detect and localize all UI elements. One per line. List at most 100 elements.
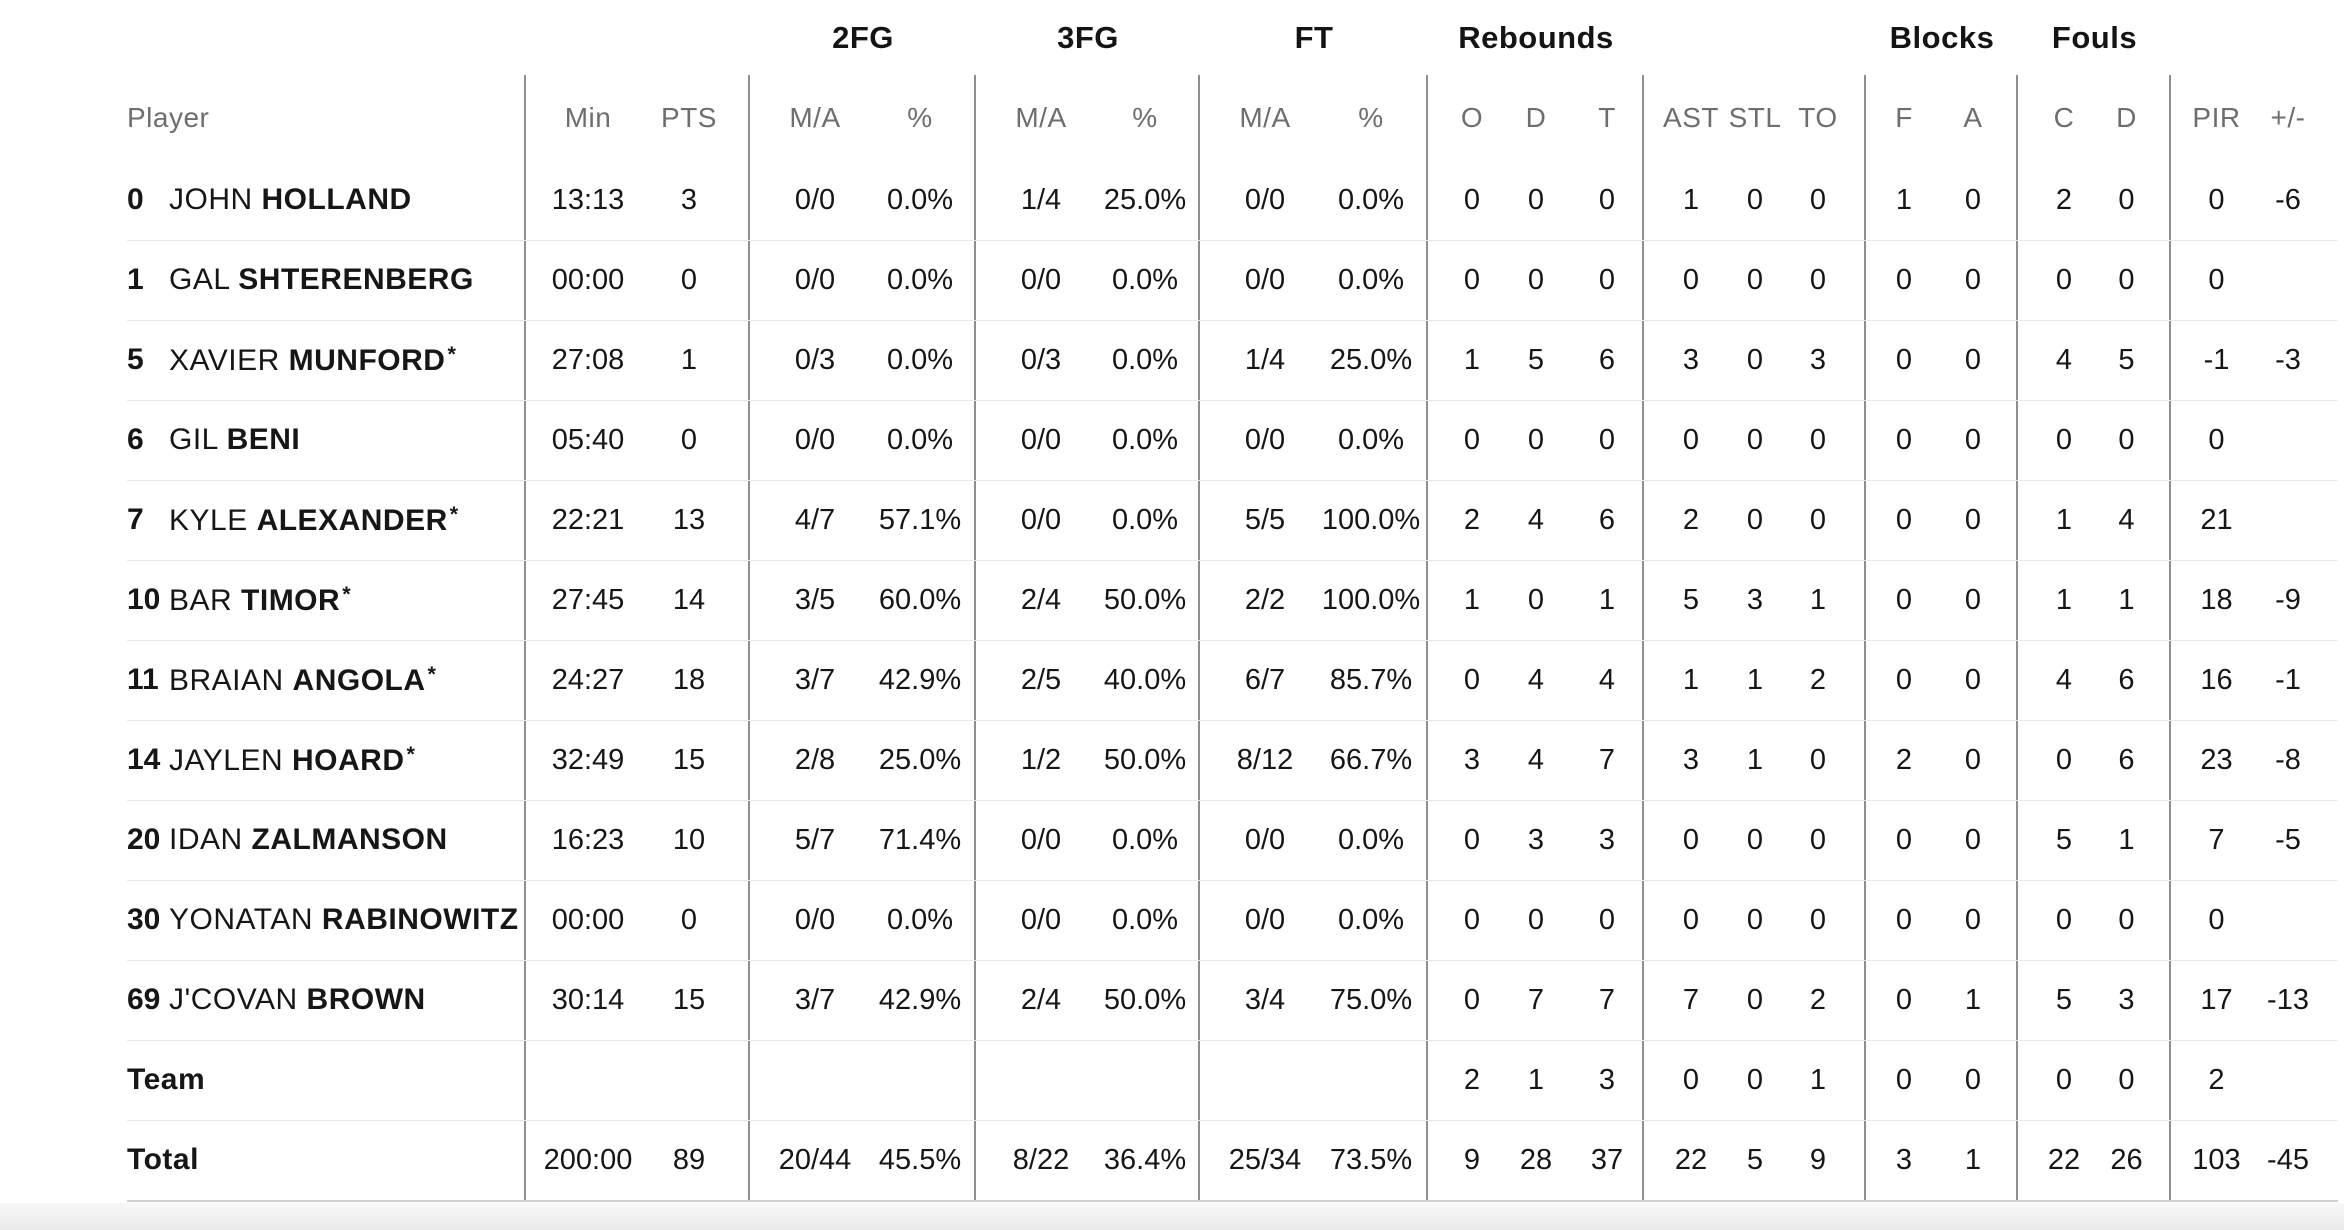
cell-reb_d: 5 (1527, 343, 1545, 376)
cell-pm (2250, 1040, 2344, 1120)
cell-fg3_ma: 0/0 (1020, 903, 1062, 936)
cell-ast: 1 (1682, 663, 1700, 696)
cell-fg3_pct: 36.4% (1104, 1120, 1200, 1200)
cell-fg2_ma: 4/7 (794, 503, 836, 536)
row-label-cell: Team (0, 1040, 526, 1120)
cell-min: 200:00 (543, 1143, 633, 1176)
cell-blk_a: 1 (1942, 1120, 2018, 1200)
stat-group-header-row: 2FG 3FG FT Rebounds Blocks Fouls (0, 0, 2344, 75)
cell-ast: 5 (1682, 583, 1700, 616)
cell-pts: 13 (650, 480, 750, 560)
cell-reb_t: 7 (1572, 720, 1644, 800)
cell-fg2_pct: 60.0% (879, 560, 976, 640)
group-header-3fg: 3FG (1057, 19, 1119, 55)
cell-reb_d: 4 (1527, 503, 1545, 536)
cell-fg2_pct: 0.0% (880, 400, 976, 480)
cell-min: 05:40 (551, 423, 625, 456)
group-header-ft: FT (1294, 19, 1334, 55)
cell-pm (2250, 240, 2344, 320)
player-row: 0 JOHN HOLLAND 13:13 3 0/0 0.0% 1/4 25.0% 0/0 0.0… (0, 160, 2344, 240)
cell-ft_ma: 0/0 (1244, 183, 1286, 216)
cell-ast: 3 (1682, 343, 1700, 376)
cell-min: 00:00 (551, 903, 625, 936)
cell-foul_d: 0 (2094, 880, 2171, 960)
player-first-name: IDAN (169, 823, 243, 856)
jersey-number: 10 (127, 583, 161, 616)
cell-fg2_pct: 0.0% (880, 320, 976, 400)
col-header-ft_pct: % (1330, 75, 1428, 160)
cell-reb_d: 4 (1527, 663, 1545, 696)
group-header-2fg: 2FG (832, 19, 894, 55)
cell-fg2_pct: 0.0% (880, 160, 976, 240)
player-row: 6 GIL BENI 05:40 0 0/0 0.0% 0/0 0.0% 0/0 0.0% 0 0 0 0… (0, 400, 2344, 480)
player-last-name: RABINOWITZ (321, 903, 519, 936)
cell-ast: 1 (1682, 183, 1700, 216)
player-first-name: YONATAN (169, 903, 314, 936)
cell-foul_c: 0 (2055, 903, 2073, 936)
cell-foul_d: 6 (2094, 720, 2171, 800)
cell-pir: 0 (2208, 903, 2225, 936)
player-row: 10 BAR TIMOR* 27:45 14 3/5 60.0% 2/4 50.0% 2/2 10… (0, 560, 2344, 640)
col-header-player: Player (0, 75, 526, 160)
cell-fg3_pct: 40.0% (1104, 640, 1200, 720)
group-header-rebounds: Rebounds (1458, 19, 1614, 55)
cell-blk_a: 0 (1942, 560, 2018, 640)
cell-ft_ma: 8/12 (1236, 743, 1294, 776)
cell-stl: 0 (1746, 503, 1764, 536)
cell-blk_f: 0 (1895, 903, 1913, 936)
cell-ast: 0 (1682, 263, 1700, 296)
cell-ft_pct: 66.7% (1330, 720, 1428, 800)
cell-reb_o: 0 (1463, 183, 1481, 216)
player-cell: 11 BRAIAN ANGOLA* (0, 640, 526, 720)
total-row: Total 200:00 89 20/44 45.5% 8/22 36.4% 25/34 73.… (0, 1120, 2344, 1200)
cell-blk_f: 0 (1895, 263, 1913, 296)
cell-stl: 0 (1746, 183, 1764, 216)
cell-pir: 103 (2192, 1143, 2241, 1176)
cell-stl: 0 (1746, 983, 1764, 1016)
column-header-row: Player Min PTS M/A% M/A% M/A% O D T AST STL TO F A… (0, 75, 2344, 160)
cell-pir: 18 (2200, 583, 2233, 616)
cell-ft_pct: 73.5% (1330, 1120, 1428, 1200)
player-row: 1 GAL SHTERENBERG 00:00 0 0/0 0.0% 0/0 0.0% 0/0 0… (0, 240, 2344, 320)
starter-asterisk: * (449, 501, 459, 527)
cell-fg3_pct (1106, 1040, 1200, 1120)
cell-foul_c: 2 (2055, 183, 2073, 216)
cell-pts: 0 (650, 400, 750, 480)
player-first-name: XAVIER (169, 344, 280, 378)
player-cell: 0 JOHN HOLLAND (0, 160, 526, 240)
jersey-number: 1 (127, 263, 144, 296)
row-label-cell: Total (0, 1120, 526, 1200)
cell-min: 00:00 (551, 263, 625, 296)
player-name: J'COVAN BROWN (169, 983, 426, 1017)
cell-pts: 1 (650, 320, 750, 400)
cell-pts (650, 1040, 750, 1120)
col-header-reb_d: D (1525, 101, 1547, 133)
player-last-name: SHTERENBERG (238, 263, 474, 296)
group-header-fouls: Fouls (2051, 19, 2138, 55)
cell-fg2_ma: 0/0 (794, 423, 836, 456)
player-name: GAL SHTERENBERG (169, 263, 474, 297)
player-cell: 1 GAL SHTERENBERG (0, 240, 526, 320)
cell-ft_pct: 0.0% (1330, 400, 1428, 480)
cell-ast: 3 (1682, 743, 1700, 776)
starter-asterisk: * (342, 581, 352, 607)
cell-fg2_pct: 45.5% (879, 1120, 976, 1200)
cell-min: 27:08 (551, 343, 625, 376)
cell-foul_d: 6 (2094, 640, 2171, 720)
cell-min: 13:13 (551, 183, 625, 216)
cell-reb_o: 2 (1463, 503, 1481, 536)
cell-foul_d: 0 (2094, 160, 2171, 240)
jersey-number: 7 (127, 503, 144, 536)
cell-reb_t: 0 (1572, 240, 1644, 320)
player-first-name: JOHN (169, 183, 253, 216)
player-last-name: ZALMANSON (251, 823, 448, 856)
player-last-name: TIMOR (241, 584, 341, 618)
cell-pm: -3 (2275, 343, 2301, 376)
cell-pir: 2 (2208, 1063, 2225, 1096)
player-last-name: BROWN (306, 983, 426, 1016)
cell-ft_ma: 0/0 (1244, 423, 1286, 456)
cell-fg3_pct: 50.0% (1104, 720, 1200, 800)
cell-blk_f: 0 (1895, 423, 1913, 456)
player-row: 14 JAYLEN HOARD* 32:49 15 2/8 25.0% 1/2 50.0% 8/… (0, 720, 2344, 800)
